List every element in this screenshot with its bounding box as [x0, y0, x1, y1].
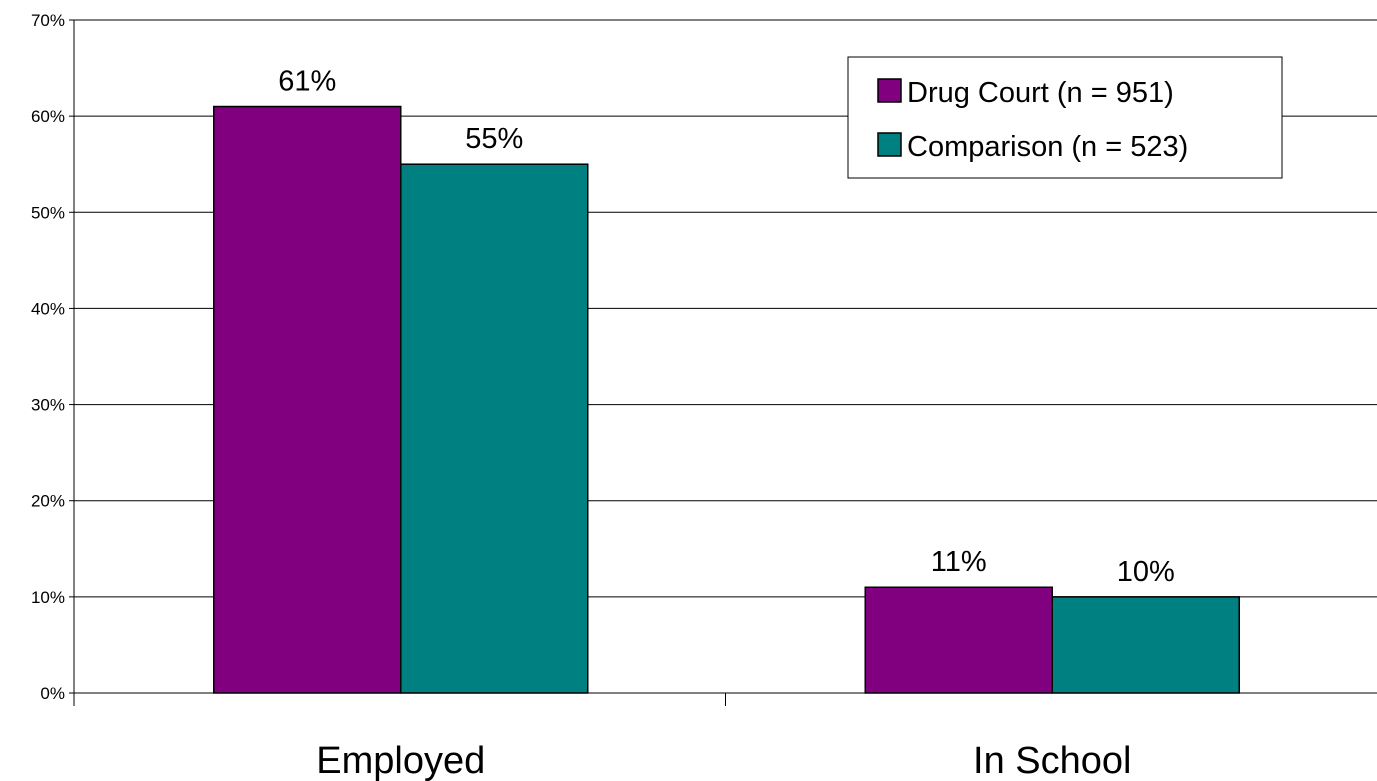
y-tick-label: 30% [31, 396, 65, 415]
axes [69, 19, 1377, 706]
legend-label: Comparison (n = 523) [907, 131, 1188, 163]
bar-comparison [400, 163, 589, 694]
data-label: 55% [465, 123, 523, 155]
y-tick-label: 40% [31, 299, 65, 318]
y-tick-label: 20% [31, 492, 65, 511]
legend-label: Drug Court (n = 951) [907, 77, 1174, 109]
data-label: 10% [1117, 556, 1175, 588]
y-tick-label: 0% [40, 684, 65, 703]
bars [213, 105, 1240, 694]
y-tick-label: 10% [31, 588, 65, 607]
category-label: Employed [316, 740, 485, 781]
data-label: 11% [931, 546, 987, 578]
bar-drug-court [864, 586, 1053, 694]
legend-swatch [877, 132, 902, 157]
y-tick-label: 50% [31, 203, 65, 222]
legend: Drug Court (n = 951) Comparison (n = 523) [847, 56, 1283, 179]
y-tick-label: 60% [31, 107, 65, 126]
data-label: 61% [278, 66, 336, 98]
y-tick-label: 70% [31, 11, 65, 30]
legend-box [847, 56, 1283, 179]
labels: 0% 10% 20% 30% 40% 50% 60% 70% 61% 55% Employed 11%… [31, 11, 1175, 781]
bar-comparison [1051, 596, 1240, 694]
legend-swatch [877, 78, 902, 103]
bar-drug-court [213, 105, 402, 694]
category-label: In School [973, 740, 1131, 781]
